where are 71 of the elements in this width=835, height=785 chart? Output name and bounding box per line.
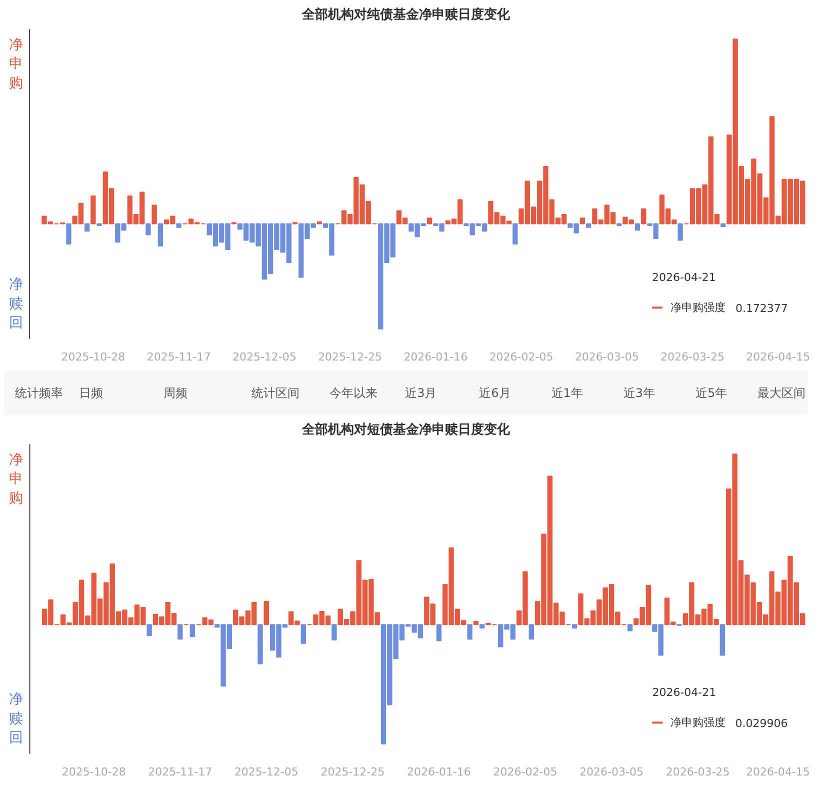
- text: 净赎回: [9, 692, 24, 746]
- x-tick-label: 2025-11-17: [148, 766, 212, 778]
- bar: [678, 223, 683, 241]
- bar: [178, 624, 183, 640]
- bar: [627, 624, 633, 632]
- text: 净申购: [9, 36, 24, 92]
- text: 近3月: [405, 386, 437, 400]
- x-tick-label: 2025-11-17: [146, 350, 211, 364]
- bar: [146, 624, 152, 636]
- x-tick-label: 2026-03-05: [580, 766, 644, 778]
- text: 近1年: [551, 386, 583, 400]
- text: 近5年: [696, 386, 728, 400]
- bar: [436, 624, 442, 642]
- x-tick-label: 2026-04-15: [746, 766, 810, 778]
- annotation: 净申购强度: [670, 301, 726, 314]
- x-tick-label: 2026-02-05: [493, 766, 558, 778]
- annotation: 0.172377: [735, 302, 788, 316]
- text: 净赎回: [9, 276, 24, 332]
- bar: [66, 223, 72, 244]
- text: 统计频率: [15, 386, 64, 400]
- x-tick-label: 2026-03-25: [666, 766, 730, 778]
- bar: [572, 624, 578, 628]
- bar: [580, 218, 586, 224]
- text: 日频: [79, 386, 104, 400]
- bar: [84, 223, 90, 232]
- x-tick-label: 2025-12-05: [234, 766, 298, 778]
- x-tick-label: 2026-01-16: [407, 766, 471, 778]
- bar: [300, 624, 306, 644]
- x-tick-label: 2025-12-25: [318, 350, 382, 364]
- x-tick-label: 2026-03-05: [574, 350, 639, 364]
- bar: [190, 624, 196, 638]
- bar: [641, 208, 646, 224]
- x-tick-label: 2025-10-28: [62, 766, 126, 778]
- text: 近3年: [623, 386, 656, 400]
- bar: [720, 624, 726, 656]
- annotation: 2026-04-21: [652, 686, 716, 699]
- chart-title: 全部机构对短债基金净申赎日度变化: [301, 422, 511, 438]
- annotation: 0.029906: [735, 717, 788, 730]
- bar: [90, 196, 96, 224]
- text: 今年以来: [330, 386, 378, 400]
- x-tick-label: 2026-03-25: [660, 350, 724, 364]
- bar: [146, 223, 151, 236]
- bar: [158, 223, 164, 246]
- x-tick-label: 2025-12-25: [320, 766, 385, 778]
- chart-title: 全部机构对纯债基金净申赎日度变化: [301, 6, 511, 22]
- bar: [480, 624, 485, 628]
- x-tick-label: 2026-04-15: [746, 350, 810, 364]
- bar: [264, 601, 270, 626]
- bar: [473, 621, 479, 626]
- x-tick-label: 2026-02-05: [489, 350, 554, 364]
- bar: [332, 624, 337, 640]
- bar: [512, 223, 518, 244]
- text: 近6月: [479, 386, 511, 400]
- x-tick-label: 2025-12-05: [232, 350, 296, 364]
- text: 最大区间: [758, 386, 806, 400]
- bar: [258, 624, 263, 664]
- bar: [634, 223, 640, 231]
- bar: [720, 223, 726, 227]
- text: 周频: [164, 386, 188, 400]
- bar: [176, 223, 182, 228]
- x-tick-label: 2025-10-28: [61, 350, 126, 364]
- bar: [528, 624, 534, 640]
- annotation: 净申购强度: [670, 716, 726, 730]
- text: 净申购: [9, 452, 24, 506]
- bar: [426, 218, 432, 224]
- x-tick-label: 2026-01-16: [404, 350, 468, 364]
- bar: [152, 204, 157, 224]
- bar: [467, 624, 472, 640]
- bar: [586, 223, 592, 228]
- annotation: 2026-04-21: [652, 270, 716, 284]
- text: 统计区间: [252, 386, 300, 400]
